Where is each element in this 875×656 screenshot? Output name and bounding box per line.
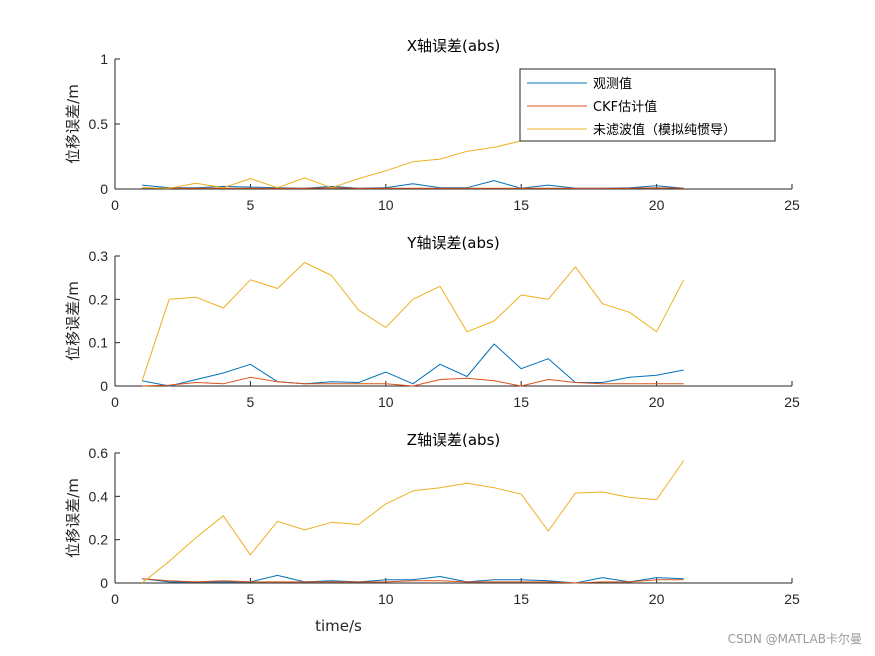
x-tick-label: 10 xyxy=(378,591,394,607)
subplot-1: 0 5 10 15 20 25 0 0.5 1 X轴误差(abs) 位移误差/m xyxy=(64,37,800,213)
legend: 观测值 CKF估计值 未滤波值（模拟纯惯导） xyxy=(519,68,776,142)
y-axis-label: 位移误差/m xyxy=(64,84,82,164)
y-tick-label: 0.2 xyxy=(89,532,109,548)
series-line-observed xyxy=(142,180,684,189)
y-tick-label: 0.1 xyxy=(89,335,109,351)
subplot-title: Y轴误差(abs) xyxy=(406,234,499,252)
x-tick-label: 20 xyxy=(649,591,665,607)
y-tick-label: 0.5 xyxy=(89,116,109,132)
x-tick-label: 15 xyxy=(513,197,529,213)
y-tick-label: 0 xyxy=(100,575,108,591)
y-tick-label: 0 xyxy=(100,181,108,197)
y-tick-label: 0 xyxy=(100,378,108,394)
x-tick-label: 0 xyxy=(111,394,119,410)
x-tick-label: 0 xyxy=(111,591,119,607)
series-line-observed xyxy=(142,343,684,387)
series-line-unfiltered xyxy=(141,460,685,584)
x-tick-label: 15 xyxy=(513,394,529,410)
x-tick-label: 25 xyxy=(784,591,800,607)
x-tick-label: 20 xyxy=(649,394,665,410)
x-axis-label: time/s xyxy=(315,617,362,635)
x-tick-label: 15 xyxy=(513,591,529,607)
subplot-2: 0 5 10 15 20 25 0 0.1 0.2 0.3 Y轴误差(abs) 位移误差/m xyxy=(64,234,800,410)
x-tick-label: 10 xyxy=(378,394,394,410)
x-tick-label: 20 xyxy=(649,197,665,213)
subplot-3: 0 5 10 15 20 25 0 0.2 0.4 0.6 Z轴误差(abs) 位移误差/m time/… xyxy=(64,431,800,635)
subplot-title: X轴误差(abs) xyxy=(407,37,501,55)
y-tick-label: 0.6 xyxy=(89,445,109,461)
x-tick-label: 5 xyxy=(247,591,255,607)
subplot-title: Z轴误差(abs) xyxy=(407,431,501,449)
x-tick-label: 10 xyxy=(378,197,394,213)
legend-label-observed: 观测值 xyxy=(593,76,632,92)
series-line-ckf xyxy=(142,187,684,189)
series-line-ckf xyxy=(142,376,684,387)
series-line-ckf xyxy=(142,578,684,584)
x-tick-label: 5 xyxy=(247,197,255,213)
y-axis-label: 位移误差/m xyxy=(64,478,82,558)
legend-label-unfiltered: 未滤波值（模拟纯惯导） xyxy=(593,122,736,138)
x-tick-label: 25 xyxy=(784,394,800,410)
series-line-observed xyxy=(142,574,684,584)
y-tick-label: 0.3 xyxy=(89,248,109,264)
y-axis-label: 位移误差/m xyxy=(64,281,82,361)
subplots-group: 0 5 10 15 20 25 0 0.5 1 X轴误差(abs) 位移误差/m 0 5 10 15 20 25… xyxy=(64,37,800,635)
x-tick-label: 5 xyxy=(247,394,255,410)
x-tick-label: 0 xyxy=(111,197,119,213)
series-line-unfiltered xyxy=(141,262,685,381)
watermark-text: CSDN @MATLAB卡尔曼 xyxy=(728,631,862,646)
y-tick-label: 1 xyxy=(100,51,108,67)
y-tick-label: 0.4 xyxy=(89,488,109,504)
legend-label-ckf: CKF估计值 xyxy=(593,99,657,115)
x-tick-label: 25 xyxy=(784,197,800,213)
y-tick-label: 0.2 xyxy=(89,291,109,307)
